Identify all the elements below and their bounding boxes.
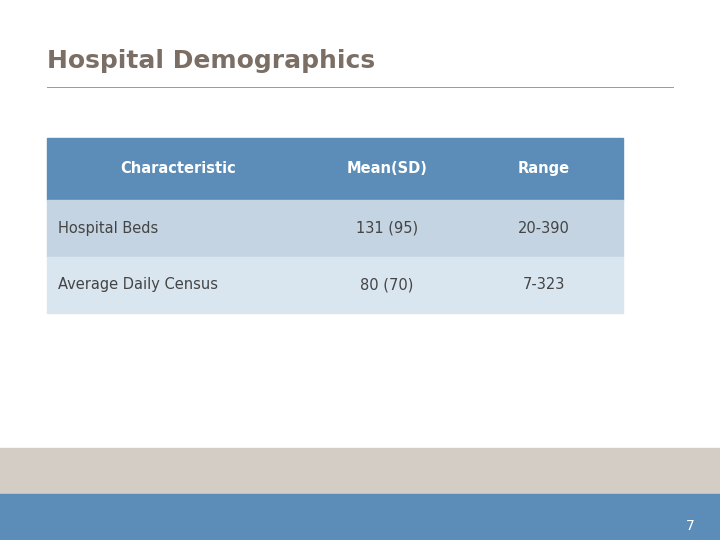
- Text: Characteristic: Characteristic: [120, 161, 235, 176]
- Text: Mean(SD): Mean(SD): [346, 161, 427, 176]
- Text: Hospital Beds: Hospital Beds: [58, 221, 158, 235]
- Text: 7-323: 7-323: [523, 278, 564, 292]
- Bar: [47, 256, 623, 313]
- Bar: [0, 448, 720, 494]
- Text: 131 (95): 131 (95): [356, 221, 418, 235]
- Text: 80 (70): 80 (70): [360, 278, 413, 292]
- Text: 7: 7: [686, 519, 695, 534]
- Bar: [47, 200, 623, 256]
- Bar: [0, 494, 720, 540]
- Text: Range: Range: [518, 161, 570, 176]
- Bar: [47, 138, 623, 200]
- Text: 20-390: 20-390: [518, 221, 570, 235]
- Text: Hospital Demographics: Hospital Demographics: [47, 49, 375, 73]
- Text: Average Daily Census: Average Daily Census: [58, 278, 217, 292]
